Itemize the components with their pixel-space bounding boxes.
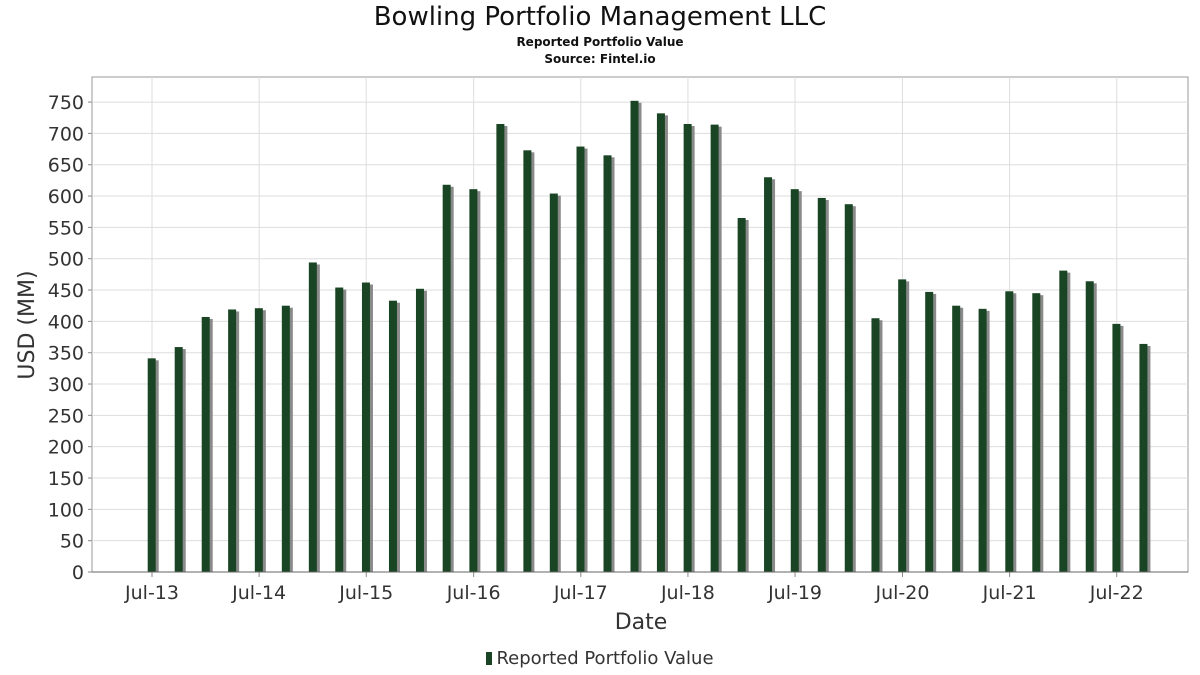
- x-tick-label: Jul-19: [767, 582, 822, 604]
- y-tick-label: 750: [48, 92, 84, 114]
- y-tick-label: 200: [48, 437, 84, 459]
- bar: [1139, 343, 1148, 572]
- x-tick-label: Jul-21: [982, 582, 1037, 604]
- bar: [1085, 281, 1094, 572]
- bar: [442, 184, 451, 572]
- chart-subtitle: Reported Portfolio Value: [516, 35, 684, 49]
- bar: [308, 262, 317, 572]
- y-tick-label: 650: [48, 155, 84, 177]
- bar: [335, 287, 344, 572]
- bar: [1032, 293, 1041, 572]
- y-tick-label: 150: [48, 468, 84, 490]
- axis-layer: 0 50 100 150 200 250 300 350 400 450 500 550 600 650 7…: [48, 92, 1188, 604]
- bar: [1005, 291, 1014, 572]
- x-tick-label: Jul-14: [231, 582, 286, 604]
- y-tick-label: 700: [48, 123, 84, 145]
- bar-layer: [147, 100, 1151, 573]
- chart-source: Source: Fintel.io: [544, 52, 656, 66]
- bar: [201, 316, 210, 572]
- bar: [952, 305, 961, 572]
- bar: [925, 291, 934, 572]
- bar: [1059, 270, 1068, 572]
- x-tick-label: Jul-15: [338, 582, 393, 604]
- y-tick-label: 100: [48, 499, 84, 521]
- y-tick-label: 50: [60, 531, 84, 553]
- legend-swatch: [486, 652, 493, 665]
- bar: [630, 100, 639, 573]
- bar: [764, 177, 773, 572]
- y-axis-label: USD (MM): [15, 270, 40, 379]
- bar: [415, 288, 424, 572]
- bar: [361, 282, 370, 572]
- y-tick-label: 350: [48, 343, 84, 365]
- bar: [898, 279, 907, 572]
- bar: [388, 300, 397, 572]
- bar: [978, 308, 987, 572]
- y-tick-label: 600: [48, 186, 84, 208]
- x-tick-label: Jul-20: [874, 582, 929, 604]
- bar: [683, 123, 692, 573]
- bar: [603, 155, 612, 572]
- y-tick-label: 250: [48, 405, 84, 427]
- legend: Reported Portfolio Value: [0, 648, 1200, 669]
- bar: [790, 189, 799, 572]
- bar: [844, 204, 853, 572]
- chart-title: Bowling Portfolio Management LLC: [373, 2, 827, 32]
- bar: [281, 305, 290, 572]
- x-tick-label: Jul-18: [660, 582, 715, 604]
- bar: [147, 358, 156, 572]
- y-tick-label: 300: [48, 374, 84, 396]
- bar: [817, 197, 826, 573]
- bar: [523, 150, 532, 572]
- bar: [871, 318, 880, 572]
- bar: [1112, 323, 1121, 572]
- y-tick-label: 0: [72, 562, 84, 584]
- y-tick-label: 500: [48, 249, 84, 271]
- x-tick-label: Jul-13: [124, 582, 179, 604]
- x-tick-label: Jul-17: [553, 582, 608, 604]
- x-tick-label: Jul-22: [1089, 582, 1144, 604]
- bar: [656, 113, 665, 573]
- bar: [228, 309, 237, 572]
- legend-label: Reported Portfolio Value: [496, 648, 714, 669]
- bar: [469, 189, 478, 572]
- y-tick-label: 550: [48, 217, 84, 239]
- bar: [737, 217, 746, 572]
- x-tick-label: Jul-16: [446, 582, 501, 604]
- y-tick-label: 400: [48, 311, 84, 333]
- bar: [576, 146, 585, 572]
- bar: [174, 347, 183, 572]
- y-tick-label: 450: [48, 280, 84, 302]
- bar: [254, 308, 263, 572]
- bar: [496, 123, 505, 573]
- bar: [710, 124, 719, 573]
- x-axis-label: Date: [615, 610, 668, 635]
- bar: [549, 193, 558, 572]
